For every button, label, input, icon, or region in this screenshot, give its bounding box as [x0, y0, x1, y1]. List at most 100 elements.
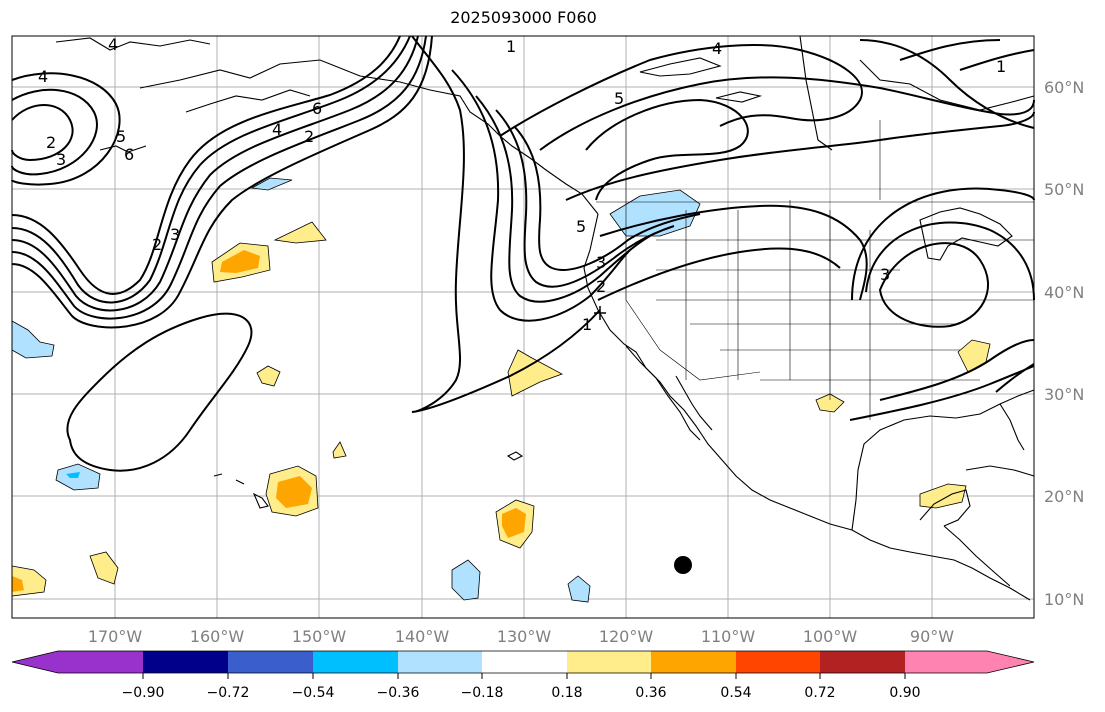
contour-label: 2	[46, 133, 56, 152]
contour-label: 1	[582, 315, 592, 334]
lon-label: 90°W	[910, 627, 954, 646]
contour-line	[11, 35, 411, 304]
contour-label: 5	[116, 127, 126, 146]
colorbar-tick-label: 0.72	[804, 685, 835, 701]
lon-label: 170°W	[88, 627, 143, 646]
lon-axis-labels: 170°W 160°W 150°W 140°W 130°W 120°W 110°…	[88, 627, 954, 646]
contour-line	[879, 339, 1035, 401]
lat-axis-labels: 60°N 50°N 40°N 30°N 20°N 10°N	[1044, 78, 1084, 609]
contour-line	[959, 49, 1035, 71]
contour-line	[599, 204, 868, 301]
colorbar-segment	[228, 651, 313, 673]
colorbar-tick-label: 0.90	[889, 685, 920, 701]
colorbar-tick-label: −0.36	[377, 685, 420, 701]
colorbar-tick-label: 0.54	[720, 685, 751, 701]
lat-label: 50°N	[1044, 180, 1084, 199]
contour-line	[539, 76, 1035, 151]
contour-line	[11, 35, 419, 312]
coastline-arctic-islands	[639, 57, 763, 103]
colorbar-tick-label: −0.18	[461, 685, 504, 701]
colorbar: −0.90 −0.72 −0.54 −0.36 −0.18 0.18 0.36 …	[11, 650, 1035, 701]
coastline-great-lakes	[919, 207, 1013, 261]
lon-label: 160°W	[190, 627, 245, 646]
lon-label: 110°W	[701, 627, 756, 646]
colorbar-ticks	[142, 673, 906, 679]
colorbar-segment	[58, 651, 143, 673]
colorbar-segment	[398, 651, 482, 673]
contour-label: 4	[272, 120, 282, 139]
coastline-gulf	[851, 389, 1035, 531]
contour-line	[66, 312, 253, 472]
colorbar-segment	[651, 651, 736, 673]
location-marker	[674, 556, 692, 574]
anomaly-patch	[502, 508, 526, 538]
coastline-central-america	[943, 525, 1011, 587]
anomaly-patch	[11, 320, 55, 359]
contour-label: 1	[506, 37, 516, 56]
contour-label: 4	[38, 67, 48, 86]
anomaly-patch	[567, 575, 591, 603]
contour-label: 6	[124, 145, 134, 164]
coastline-baja	[625, 345, 713, 441]
colorbar-tick-label: 0.36	[635, 685, 666, 701]
anomaly-patch	[273, 221, 327, 244]
contour-label: 2	[152, 235, 162, 254]
contour-line	[11, 88, 98, 176]
contour-line	[11, 35, 401, 295]
border-us-mexico	[625, 299, 761, 381]
contour-label: 4	[108, 35, 118, 54]
colorbar-segment	[143, 651, 228, 673]
contour-line	[411, 35, 601, 413]
colorbar-tick-label: −0.72	[207, 685, 250, 701]
contour-label: 4	[712, 39, 722, 58]
coastline-alaska	[55, 37, 599, 215]
contour-line	[565, 111, 1035, 201]
contour-label: 3	[596, 253, 606, 272]
colorbar-segment	[567, 651, 651, 673]
colorbar-segment	[905, 651, 987, 673]
contour-line	[865, 221, 1035, 301]
contour-line	[878, 242, 990, 328]
contour-label: 5	[614, 89, 624, 108]
lat-label: 40°N	[1044, 283, 1084, 302]
contour-line	[499, 44, 863, 137]
colorbar-tick-label: 0.18	[551, 685, 582, 701]
contour-line	[11, 72, 121, 186]
colorbar-segment	[736, 651, 820, 673]
colorbar-segment	[482, 651, 567, 673]
lon-label: 150°W	[292, 627, 347, 646]
lon-label: 120°W	[599, 627, 654, 646]
colorbar-outline	[11, 650, 1035, 674]
contour-line	[475, 95, 651, 303]
contour-lines	[11, 35, 1035, 472]
plot-frame	[11, 35, 1035, 619]
colorbar-segment	[313, 651, 398, 673]
coastline-aleutians	[99, 89, 311, 153]
anomaly-patch	[250, 177, 293, 191]
contour-line	[859, 39, 1035, 129]
map-title: 2025093000 F060	[450, 8, 597, 27]
contour-label: 3	[880, 265, 890, 284]
anomaly-patch	[12, 576, 24, 592]
contour-label: 3	[170, 225, 180, 244]
anomaly-patch	[507, 349, 563, 397]
lon-label: 100°W	[803, 627, 858, 646]
contour-label: 2	[596, 277, 606, 296]
contour-line	[849, 365, 1035, 421]
contour-line	[495, 109, 675, 288]
coastline-pacific-isle	[506, 451, 524, 461]
lat-label: 30°N	[1044, 385, 1084, 404]
contour-label: 2	[304, 127, 314, 146]
contour-line	[995, 363, 1035, 393]
anomaly-patch	[815, 393, 845, 413]
lat-label: 10°N	[1044, 590, 1084, 609]
lat-label: 20°N	[1044, 487, 1084, 506]
contour-label: 6	[312, 99, 322, 118]
contour-label: 1	[996, 57, 1006, 76]
colorbar-tick-label: −0.54	[292, 685, 335, 701]
contour-line	[11, 35, 433, 329]
anomaly-patch	[332, 441, 347, 459]
coastline-hawaii	[213, 473, 269, 509]
cross-marker	[594, 306, 606, 320]
